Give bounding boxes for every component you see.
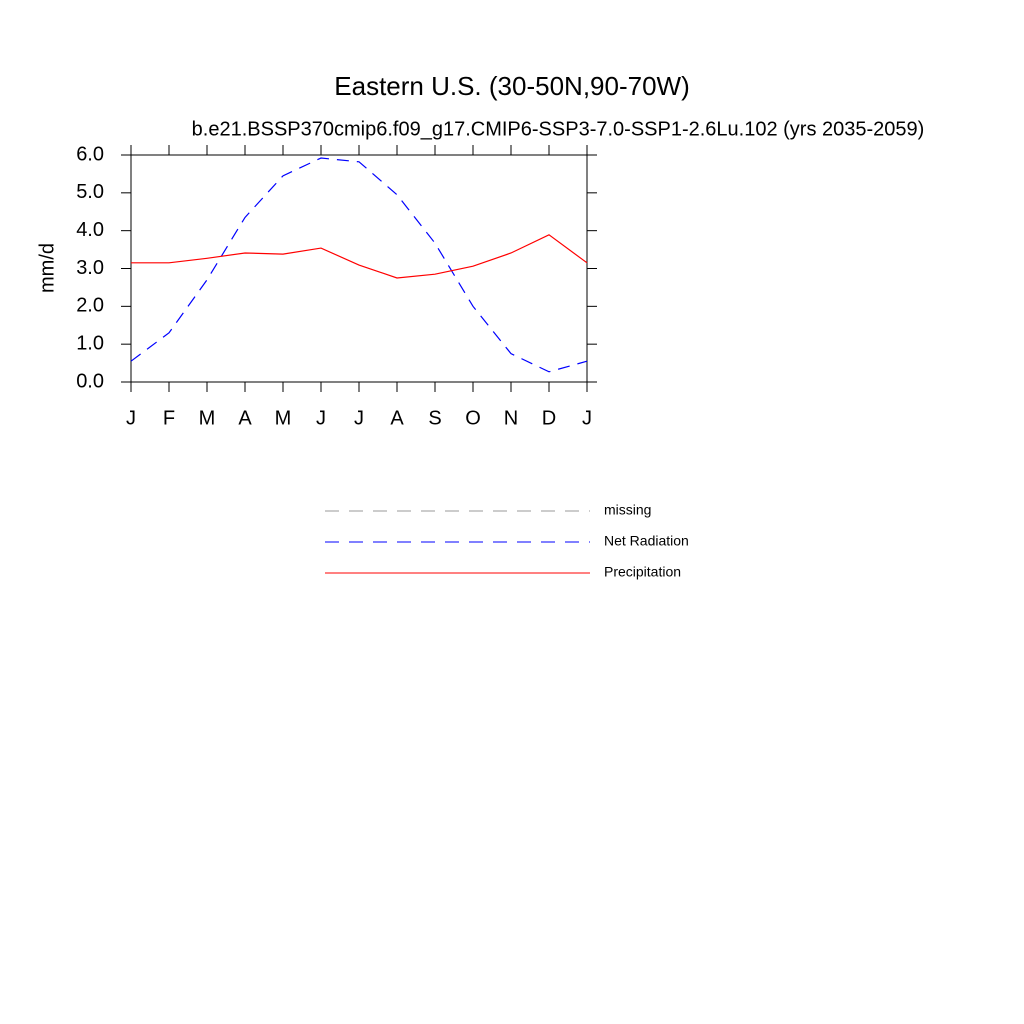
series-line	[130, 157, 588, 373]
y-tick-label: 6.0	[76, 143, 104, 165]
y-tick-label: 2.0	[76, 295, 104, 317]
x-tick-label: D	[542, 407, 556, 429]
legend-label: missing	[604, 502, 651, 518]
x-tick-label: M	[199, 407, 216, 429]
x-tick-label: M	[275, 407, 292, 429]
x-tick-label: N	[504, 407, 518, 429]
y-tick-label: 1.0	[76, 332, 104, 354]
chart-subtitle: b.e21.BSSP370cmip6.f09_g17.CMIP6-SSP3-7.…	[192, 118, 925, 140]
y-tick-label: 3.0	[76, 257, 104, 279]
x-tick-label: S	[428, 407, 441, 429]
chart-title: Eastern U.S. (30-50N,90-70W)	[334, 71, 689, 101]
x-tick-label: J	[582, 407, 592, 429]
y-axis-label: mm/d	[36, 243, 58, 293]
y-tick-label: 5.0	[76, 181, 104, 203]
y-tick-label: 4.0	[76, 219, 104, 241]
legend-label: Net Radiation	[604, 533, 689, 549]
series-line	[131, 234, 588, 279]
x-tick-label: A	[238, 407, 252, 429]
x-tick-label: F	[163, 407, 175, 429]
x-tick-label: J	[126, 407, 136, 429]
y-tick-label: 0.0	[76, 370, 104, 392]
legend-label: Precipitation	[604, 564, 681, 580]
x-tick-label: J	[354, 407, 364, 429]
x-tick-label: A	[390, 407, 404, 429]
x-tick-label: J	[316, 407, 326, 429]
plot-frame	[130, 154, 588, 383]
x-tick-label: O	[465, 407, 481, 429]
